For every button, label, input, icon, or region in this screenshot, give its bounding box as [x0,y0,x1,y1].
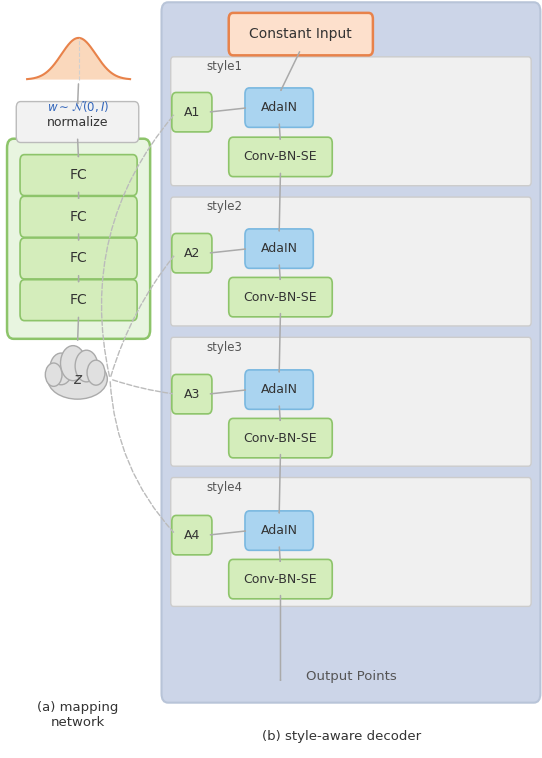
FancyBboxPatch shape [172,233,212,273]
Text: (b) style-aware decoder: (b) style-aware decoder [262,730,421,743]
Text: style2: style2 [206,200,242,214]
Text: style1: style1 [206,60,242,74]
Text: $w\sim\mathcal{N}(0,I)$: $w\sim\mathcal{N}(0,I)$ [47,99,110,114]
Text: A2: A2 [184,246,200,260]
Text: A3: A3 [184,387,200,401]
Text: Conv-BN-SE: Conv-BN-SE [244,150,317,164]
Text: AdaIN: AdaIN [261,524,298,537]
Text: normalize: normalize [47,115,108,129]
FancyBboxPatch shape [229,418,332,458]
Ellipse shape [48,359,107,399]
Ellipse shape [87,360,105,385]
Text: Conv-BN-SE: Conv-BN-SE [244,290,317,304]
FancyBboxPatch shape [172,374,212,414]
Text: z: z [74,371,81,387]
FancyBboxPatch shape [20,280,137,321]
FancyBboxPatch shape [20,155,137,196]
Text: (a) mapping
network: (a) mapping network [37,701,118,729]
Text: AdaIN: AdaIN [261,242,298,255]
FancyBboxPatch shape [245,370,313,409]
FancyBboxPatch shape [245,88,313,127]
Text: Conv-BN-SE: Conv-BN-SE [244,431,317,445]
Text: FC: FC [70,210,87,224]
FancyBboxPatch shape [171,478,531,606]
Ellipse shape [61,346,86,381]
Text: FC: FC [70,168,87,182]
FancyBboxPatch shape [16,102,139,143]
FancyBboxPatch shape [172,92,212,132]
Ellipse shape [46,363,62,387]
FancyBboxPatch shape [245,511,313,550]
Text: AdaIN: AdaIN [261,383,298,396]
FancyBboxPatch shape [20,238,137,279]
FancyBboxPatch shape [171,57,531,186]
FancyBboxPatch shape [171,337,531,466]
FancyBboxPatch shape [245,229,313,268]
Text: FC: FC [70,252,87,265]
FancyBboxPatch shape [229,13,373,55]
FancyBboxPatch shape [162,2,540,703]
Text: A1: A1 [184,105,200,119]
Text: Output Points: Output Points [306,669,397,683]
Text: A4: A4 [184,528,200,542]
FancyBboxPatch shape [7,139,150,339]
FancyBboxPatch shape [229,137,332,177]
FancyBboxPatch shape [172,515,212,555]
FancyBboxPatch shape [229,559,332,599]
Text: style3: style3 [206,340,242,354]
Text: FC: FC [70,293,87,307]
FancyBboxPatch shape [171,197,531,326]
Text: AdaIN: AdaIN [261,101,298,114]
Text: Constant Input: Constant Input [249,27,352,41]
Polygon shape [27,38,130,80]
FancyBboxPatch shape [20,196,137,237]
Ellipse shape [75,350,98,382]
Text: Conv-BN-SE: Conv-BN-SE [244,572,317,586]
Ellipse shape [50,353,73,385]
Text: style4: style4 [206,481,242,494]
FancyBboxPatch shape [229,277,332,317]
